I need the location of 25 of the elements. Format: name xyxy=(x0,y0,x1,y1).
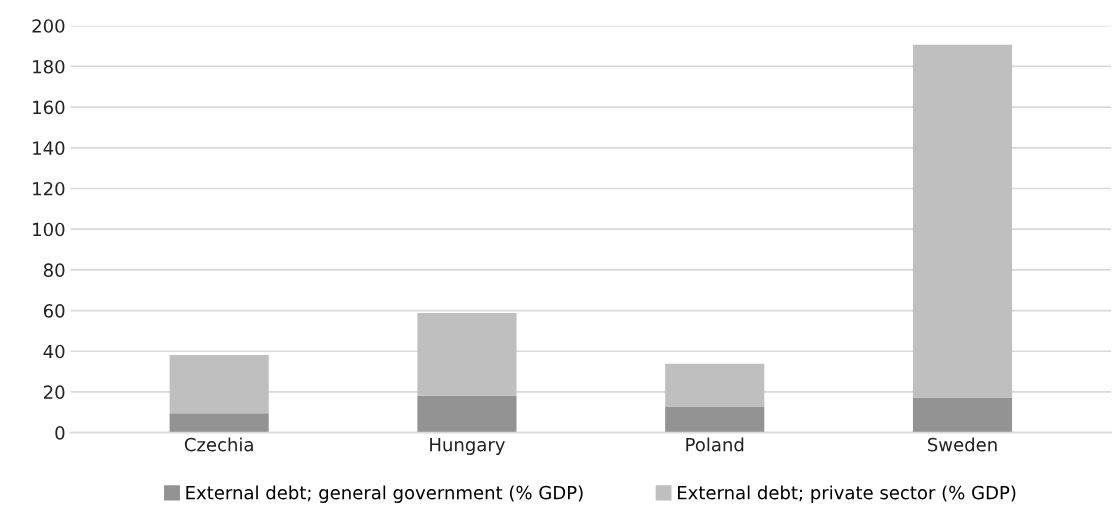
y-tick-label: 60 xyxy=(43,304,65,318)
bar xyxy=(665,363,765,407)
y-tick-label: 20 xyxy=(43,385,65,400)
x-tick-label: Czechia xyxy=(184,437,253,452)
bar xyxy=(912,44,1013,398)
y-tick-label: 100 xyxy=(33,222,65,237)
x-tick-label: Sweden xyxy=(928,437,997,452)
x-tick-label: Poland xyxy=(686,437,744,452)
y-tick-label: 120 xyxy=(33,181,65,196)
legend-label: External debt; general government (% GDP) xyxy=(186,485,583,503)
y-tick-label: 200 xyxy=(32,19,65,33)
legend-label: External debt; private sector (% GDP) xyxy=(678,485,1016,503)
y-tick-label: 160 xyxy=(33,100,65,115)
x-tick-label: Hungary xyxy=(430,438,505,455)
y-tick-label: 180 xyxy=(33,59,65,74)
y-tick-label: 140 xyxy=(33,141,65,155)
bar xyxy=(912,397,1013,433)
y-tick-label: 0 xyxy=(55,426,65,440)
bar xyxy=(169,354,269,414)
y-tick-label: 80 xyxy=(43,263,65,277)
bar xyxy=(169,413,269,433)
y-tick-label: 40 xyxy=(43,344,65,359)
bar xyxy=(665,406,765,433)
bar xyxy=(417,312,517,396)
bar xyxy=(417,395,517,433)
